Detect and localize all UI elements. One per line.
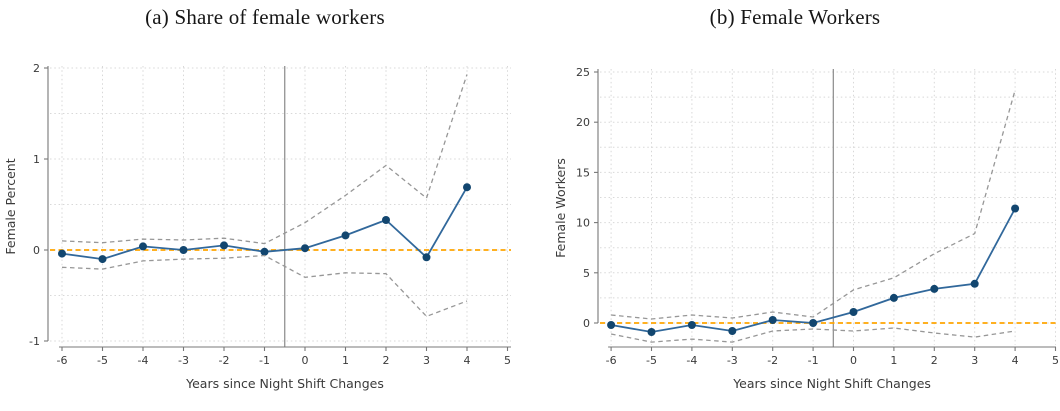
ci-upper-line bbox=[611, 89, 1016, 320]
svg-text:0: 0 bbox=[33, 244, 40, 257]
x-axis-label: Years since Night Shift Changes bbox=[732, 376, 931, 391]
grid bbox=[50, 66, 511, 345]
svg-text:20: 20 bbox=[576, 116, 590, 129]
svg-text:-3: -3 bbox=[178, 354, 189, 367]
svg-text:2: 2 bbox=[383, 354, 390, 367]
svg-text:0: 0 bbox=[850, 354, 857, 367]
svg-text:15: 15 bbox=[576, 166, 590, 179]
ci-lower-line bbox=[610, 327, 1016, 343]
y-axis-label: Female Percent bbox=[3, 158, 18, 254]
estimate-markers bbox=[58, 183, 471, 264]
svg-text:0: 0 bbox=[302, 354, 309, 367]
panel-a-chart: -1 0 1 2 -6 -5 -4 -3 -2 -1 0 1 2 3 4 5 Years since Night… bbox=[3, 62, 511, 391]
svg-text:4: 4 bbox=[464, 354, 471, 367]
ci-lower-line bbox=[61, 254, 468, 318]
panel-female-workers: (b) Female Workers 0 5 10 15 20 25 -6 -5 -4 -3 -2-… bbox=[530, 0, 1060, 411]
svg-text:-2: -2 bbox=[219, 354, 230, 367]
x-axis-label: Years since Night Shift Changes bbox=[185, 376, 384, 391]
svg-text:-5: -5 bbox=[97, 354, 108, 367]
svg-text:1: 1 bbox=[890, 354, 897, 367]
svg-text:-4: -4 bbox=[686, 354, 697, 367]
panel-b-chart: 0 5 10 15 20 25 -6 -5 -4 -3 -2 -1 0 1 2 3 4 5 Years since … bbox=[553, 66, 1059, 391]
panel-a-title: (a) Share of female workers bbox=[145, 5, 385, 29]
axes-b bbox=[594, 69, 1057, 351]
svg-text:4: 4 bbox=[1012, 354, 1019, 367]
svg-text:-1: -1 bbox=[808, 354, 819, 367]
ci-upper-line bbox=[61, 74, 468, 245]
svg-text:3: 3 bbox=[423, 354, 430, 367]
svg-text:2: 2 bbox=[33, 62, 40, 75]
estimate-line bbox=[610, 208, 1016, 333]
svg-text:5: 5 bbox=[583, 267, 590, 280]
svg-text:-6: -6 bbox=[606, 354, 617, 367]
svg-text:-3: -3 bbox=[727, 354, 738, 367]
svg-text:3: 3 bbox=[971, 354, 978, 367]
svg-text:25: 25 bbox=[576, 66, 590, 79]
tick-labels: 0 5 10 15 20 25 -6 -5 -4 -3 -2 -1 0 1 2 3 4 5 bbox=[576, 66, 1059, 367]
y-axis-label: Female Workers bbox=[553, 158, 568, 258]
svg-text:5: 5 bbox=[1052, 354, 1059, 367]
svg-text:-5: -5 bbox=[646, 354, 657, 367]
panel-b-title: (b) Female Workers bbox=[709, 5, 881, 29]
panel-share-of-female-workers: (a) Share of female workers -1 0 1 2 -6 -5 -4-… bbox=[3, 5, 511, 391]
estimate-markers bbox=[607, 204, 1020, 336]
tick-labels: -1 0 1 2 -6 -5 -4 -3 -2 -1 0 1 2 3 4 5 bbox=[29, 62, 511, 367]
grid bbox=[600, 69, 1056, 345]
svg-text:1: 1 bbox=[342, 354, 349, 367]
svg-text:1: 1 bbox=[33, 153, 40, 166]
svg-text:10: 10 bbox=[576, 217, 590, 230]
svg-text:0: 0 bbox=[583, 317, 590, 330]
svg-text:5: 5 bbox=[504, 354, 511, 367]
svg-text:-2: -2 bbox=[767, 354, 778, 367]
svg-text:-4: -4 bbox=[138, 354, 149, 367]
svg-text:-1: -1 bbox=[29, 335, 40, 348]
svg-text:2: 2 bbox=[931, 354, 938, 367]
svg-text:-1: -1 bbox=[259, 354, 270, 367]
axes-a bbox=[44, 66, 511, 351]
svg-text:-6: -6 bbox=[57, 354, 68, 367]
